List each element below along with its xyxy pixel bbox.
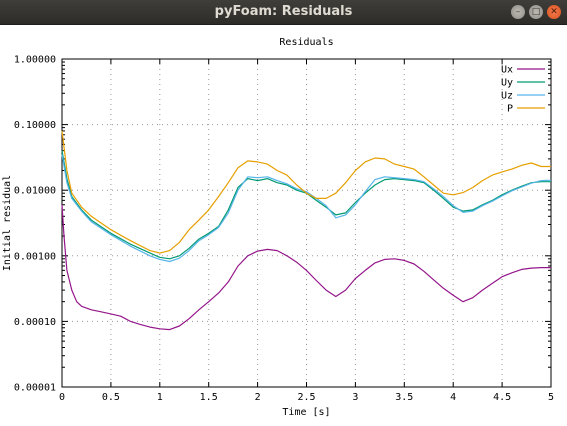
plot-frame xyxy=(61,58,552,388)
chart-title: Residuals xyxy=(279,37,333,48)
y-tick-label: 0.00001 xyxy=(14,383,56,394)
legend-label-uz: Uz xyxy=(501,91,513,102)
x-tick-label: 1 xyxy=(157,392,163,403)
x-tick-label: 1.5 xyxy=(200,392,218,403)
series-line-ux xyxy=(61,204,551,331)
x-tick-label: 4 xyxy=(450,392,456,403)
residuals-chart: 0 0.5 1 1.5 2 2.5 3 3.5 4 4.5 5 0.00001 0.00010 0.001… xyxy=(2,37,554,418)
x-tick-label: 4.5 xyxy=(493,392,511,403)
x-tick-label: 2.5 xyxy=(297,392,315,403)
legend: Ux Uy Uz P xyxy=(501,65,545,115)
y-tick-label: 0.01000 xyxy=(14,186,56,197)
legend-label-p: P xyxy=(507,104,513,115)
grid xyxy=(62,59,551,387)
window-title: pyFoam: Residuals xyxy=(214,4,353,19)
axis-ticks: 0 0.5 1 1.5 2 2.5 3 3.5 4 4.5 5 0.00001 0.00010 0.001… xyxy=(14,55,554,404)
title-bar[interactable]: pyFoam: Residuals – □ ✕ xyxy=(0,0,567,25)
x-tick-label: 3 xyxy=(352,392,358,403)
x-axis-label: Time [s] xyxy=(282,407,330,418)
minimize-button[interactable]: – xyxy=(511,5,525,19)
series-line-p xyxy=(61,130,551,254)
y-tick-label: 1.00000 xyxy=(14,55,56,66)
y-axis-label: Initial residual xyxy=(2,175,13,271)
y-tick-label: 0.10000 xyxy=(14,120,56,131)
legend-label-uy: Uy xyxy=(501,78,513,89)
x-tick-label: 3.5 xyxy=(395,392,413,403)
y-tick-label: 0.00010 xyxy=(14,317,56,328)
x-tick-label: 0.5 xyxy=(102,392,120,403)
series-lines xyxy=(61,130,552,331)
x-tick-label: 2 xyxy=(255,392,261,403)
legend-label-ux: Ux xyxy=(501,65,513,76)
series-line-uy xyxy=(61,150,551,260)
y-tick-label: 0.00100 xyxy=(14,251,56,262)
maximize-button[interactable]: □ xyxy=(529,5,543,19)
series-line-uz xyxy=(61,154,552,263)
x-tick-label: 5 xyxy=(548,392,554,403)
x-tick-label: 0 xyxy=(59,392,65,403)
close-button[interactable]: ✕ xyxy=(547,5,561,19)
